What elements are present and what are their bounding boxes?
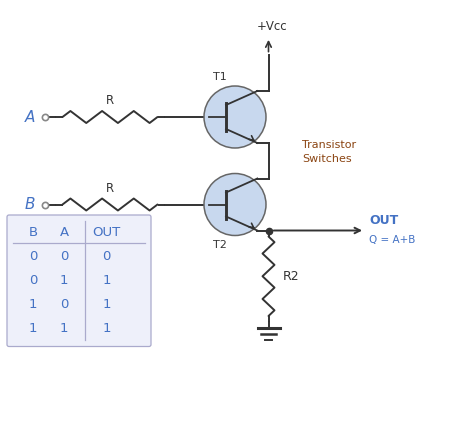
Text: R: R bbox=[106, 181, 114, 195]
Text: 0: 0 bbox=[102, 251, 111, 263]
Text: B: B bbox=[28, 225, 37, 238]
Text: 0: 0 bbox=[60, 251, 68, 263]
FancyBboxPatch shape bbox=[7, 215, 151, 346]
Text: +Vcc: +Vcc bbox=[257, 20, 288, 33]
Text: T2: T2 bbox=[213, 240, 227, 249]
Text: 1: 1 bbox=[60, 322, 68, 335]
Circle shape bbox=[204, 173, 266, 235]
Text: 0: 0 bbox=[29, 274, 37, 287]
Text: 0: 0 bbox=[29, 251, 37, 263]
Text: 1: 1 bbox=[29, 322, 37, 335]
Text: A: A bbox=[59, 225, 68, 238]
Text: B: B bbox=[24, 197, 35, 212]
Text: R2: R2 bbox=[283, 270, 299, 283]
Text: 1: 1 bbox=[102, 274, 111, 287]
Text: R: R bbox=[106, 94, 114, 107]
Text: 1: 1 bbox=[102, 298, 111, 311]
Text: 0: 0 bbox=[60, 298, 68, 311]
Text: OUT: OUT bbox=[369, 214, 398, 227]
Text: Transistor
Switches: Transistor Switches bbox=[302, 140, 356, 164]
Text: A: A bbox=[25, 109, 35, 124]
Text: 1: 1 bbox=[29, 298, 37, 311]
Text: T1: T1 bbox=[213, 72, 227, 82]
Text: Q = A+B: Q = A+B bbox=[369, 235, 415, 244]
Text: 1: 1 bbox=[60, 274, 68, 287]
Text: 1: 1 bbox=[102, 322, 111, 335]
Text: OUT: OUT bbox=[92, 225, 121, 238]
Circle shape bbox=[204, 86, 266, 148]
